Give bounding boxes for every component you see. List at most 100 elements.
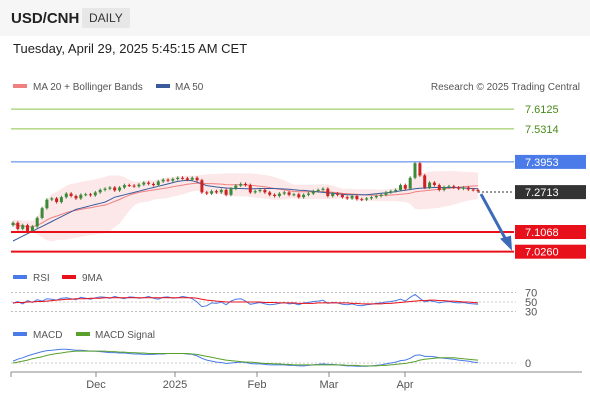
macd-signal-line — [12, 350, 479, 367]
candle-body — [171, 179, 175, 181]
candle-body — [374, 196, 378, 198]
macd-panel: 0 — [11, 348, 531, 370]
candle-body — [258, 189, 262, 192]
candle-body — [273, 194, 277, 196]
candle-body — [26, 225, 29, 232]
candle-body — [263, 189, 267, 193]
candle-body — [190, 177, 194, 180]
candle-body — [462, 187, 465, 189]
candle-body — [11, 222, 15, 226]
candle-body — [331, 193, 335, 196]
level-tag-current — [515, 185, 586, 200]
forecast-arrow-shaft — [479, 193, 509, 243]
candle-body — [287, 192, 291, 195]
x-axis: Dec 2025 Feb Mar Apr — [10, 371, 582, 391]
candle-body — [437, 185, 441, 190]
candle-body — [147, 182, 151, 184]
candle-body — [84, 194, 88, 196]
candle-body — [452, 186, 456, 188]
candle-body — [166, 179, 170, 181]
candle-body — [156, 181, 160, 185]
candle-body — [340, 194, 344, 198]
rsi-tick-label: 50 — [525, 297, 537, 309]
candle-body — [205, 192, 209, 194]
candle-body — [74, 196, 78, 199]
candle-body — [219, 189, 223, 193]
macd-signal-legend-swatch — [76, 332, 90, 336]
ma50-legend-label: MA 50 — [175, 82, 204, 93]
level-tag-pivot — [515, 154, 586, 169]
candle-body — [64, 193, 68, 198]
candle-body — [336, 193, 339, 195]
x-tick-label: Apr — [396, 379, 413, 391]
macd-signal-legend-label: MACD Signal — [95, 330, 155, 341]
candle-body — [79, 194, 83, 199]
rsi-tick-label: 70 — [525, 288, 537, 300]
macd-legend-swatch — [13, 332, 27, 336]
candle-body — [176, 177, 180, 179]
candle-body — [292, 194, 296, 196]
candle-body — [423, 175, 427, 188]
candle-body — [428, 182, 432, 188]
rsi-ma-line — [12, 297, 479, 305]
candle-body — [45, 199, 49, 209]
candle-body — [379, 194, 383, 196]
candle-body — [384, 192, 388, 195]
candle-body — [98, 189, 102, 193]
candle-body — [350, 196, 354, 199]
x-tick-label: Feb — [248, 379, 267, 391]
candle-body — [457, 187, 461, 189]
candle-body — [311, 191, 315, 194]
candle-body — [152, 183, 155, 186]
candle-body — [432, 182, 436, 185]
candle-body — [307, 193, 310, 195]
candle-body — [355, 196, 359, 200]
rsi-ma-legend-label: 9MA — [82, 273, 103, 284]
forecast-arrowhead — [500, 235, 512, 251]
candle-body — [471, 189, 475, 191]
ma50-legend-swatch — [156, 84, 170, 88]
x-tick-label: Mar — [320, 379, 339, 391]
candle-body — [132, 185, 136, 187]
candle-body — [399, 185, 402, 190]
forecast-arrow-group — [479, 193, 512, 251]
candle-body — [93, 192, 97, 196]
rsi-legend: RSI 9MA — [13, 273, 103, 284]
macd-line — [12, 348, 479, 367]
candle-body — [253, 191, 257, 193]
candle-body — [210, 191, 214, 194]
candle-body — [394, 189, 398, 192]
candle-body — [185, 178, 189, 180]
level-value-resistance: 7.6125 — [525, 104, 559, 116]
candle-body — [122, 185, 126, 188]
symbol-title: USD/CNH — [11, 10, 80, 27]
candle-body — [181, 177, 184, 179]
rsi-legend-swatch — [13, 275, 27, 279]
candle-body — [142, 182, 146, 185]
candle-body — [113, 187, 117, 191]
macd-legend-label: MACD — [33, 330, 62, 341]
rsi-tick-label: 30 — [525, 306, 537, 318]
candle-body — [297, 194, 301, 198]
level-value-pivot: 7.3953 — [525, 157, 559, 169]
candle-body — [466, 187, 470, 190]
level-tag-support — [515, 244, 586, 259]
candle-body — [69, 193, 73, 196]
candle-body — [200, 180, 204, 193]
candle-body — [16, 222, 20, 229]
candle-body — [40, 208, 44, 218]
candle-body — [55, 198, 59, 202]
candle-body — [447, 186, 451, 188]
candle-body — [50, 198, 54, 200]
candle-body — [214, 191, 218, 193]
candle-body — [476, 189, 480, 192]
period-badge[interactable]: DAILY — [82, 8, 130, 28]
candle-body — [195, 177, 199, 181]
candle-body — [302, 194, 306, 198]
candle-body — [127, 185, 131, 187]
timestamp: Tuesday, April 29, 2025 5:45:15 AM CET — [13, 41, 248, 56]
candle-body — [442, 187, 446, 190]
